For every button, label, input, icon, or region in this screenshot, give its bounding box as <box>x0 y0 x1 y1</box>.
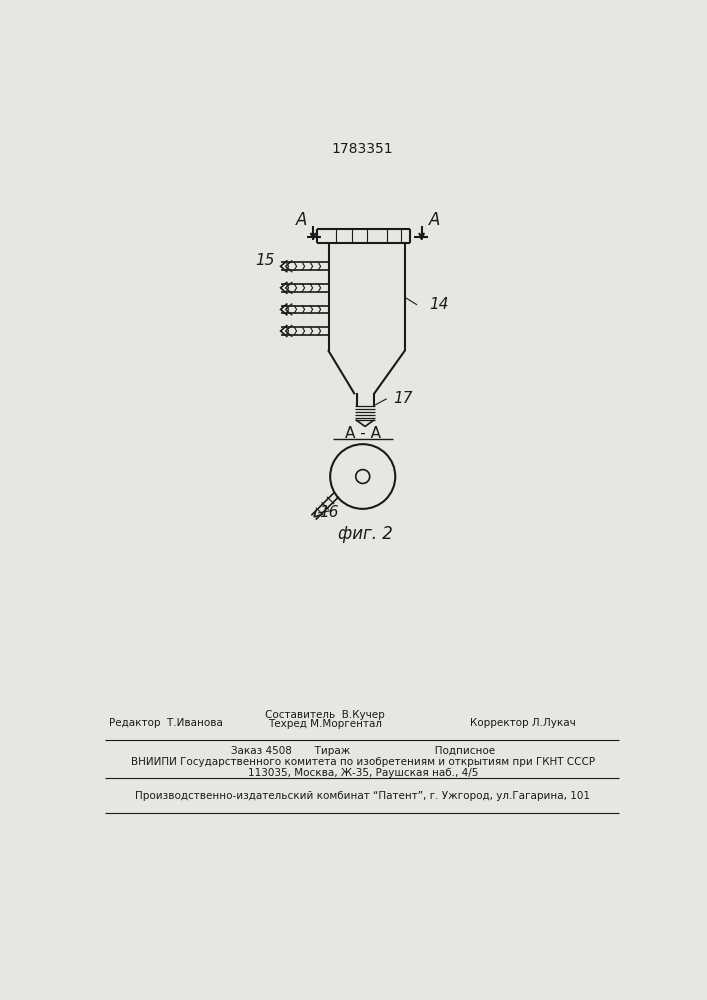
Text: Заказ 4508       Тираж                          Подписное: Заказ 4508 Тираж Подписное <box>230 746 495 756</box>
Text: A: A <box>296 211 307 229</box>
Text: 15: 15 <box>255 253 274 268</box>
Text: Техред М.Моргентал: Техред М.Моргентал <box>268 719 382 729</box>
Text: A - A: A - A <box>345 426 381 441</box>
Text: 113035, Москва, Ж-35, Раушская наб., 4/5: 113035, Москва, Ж-35, Раушская наб., 4/5 <box>247 768 478 778</box>
Text: Редактор  Т.Иванова: Редактор Т.Иванова <box>109 718 223 728</box>
Text: 16: 16 <box>319 505 339 520</box>
Text: A: A <box>429 211 440 229</box>
Text: Корректор Л.Лукач: Корректор Л.Лукач <box>469 718 575 728</box>
Text: 1783351: 1783351 <box>332 142 394 156</box>
Text: фиг. 2: фиг. 2 <box>338 525 392 543</box>
Text: 14: 14 <box>429 297 449 312</box>
Text: Производственно-издательский комбинат “Патент”, г. Ужгород, ул.Гагарина, 101: Производственно-издательский комбинат “П… <box>135 791 590 801</box>
Text: Составитель  В.Кучер: Составитель В.Кучер <box>265 710 385 720</box>
Text: 17: 17 <box>393 391 412 406</box>
Text: ВНИИПИ Государственного комитета по изобретениям и открытиям при ГКНТ СССР: ВНИИПИ Государственного комитета по изоб… <box>131 757 595 767</box>
